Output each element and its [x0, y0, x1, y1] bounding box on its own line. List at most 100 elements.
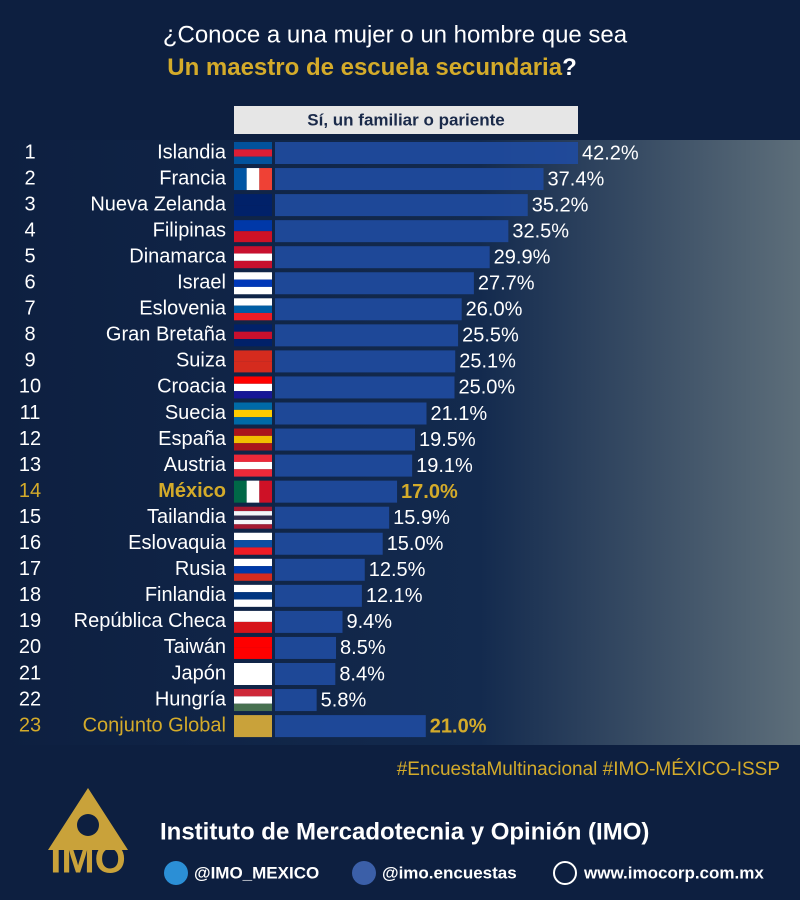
flag-stripe [234, 156, 272, 164]
facebook-handle[interactable]: @imo.encuestas [382, 863, 517, 882]
flag-stripe [234, 428, 272, 436]
value-label: 19.5% [419, 429, 476, 451]
rank: 17 [19, 558, 41, 580]
flag-stripe [234, 592, 272, 600]
value-label: 25.5% [462, 325, 519, 347]
flag-stripe [234, 573, 272, 581]
rank: 13 [19, 454, 41, 476]
flag-stripe [234, 279, 272, 287]
category-label: Hungría [155, 688, 227, 710]
value-label: 35.2% [532, 194, 589, 216]
value-label: 8.5% [340, 637, 386, 659]
rank: 12 [19, 428, 41, 450]
flag-stripe [234, 647, 272, 659]
category-label: México [158, 480, 226, 502]
flag-stripe [246, 480, 260, 503]
flag-stripe [234, 231, 272, 243]
flag-stripe [234, 636, 272, 648]
bar [275, 532, 383, 555]
header-box [234, 106, 578, 134]
web-link[interactable]: www.imocorp.com.mx [583, 863, 764, 882]
bar [275, 610, 343, 633]
value-label: 9.4% [346, 611, 392, 633]
category-label: Eslovenia [139, 298, 227, 320]
bar [275, 168, 544, 191]
twitter-handle[interactable]: @IMO_MEXICO [194, 863, 319, 882]
bar [275, 272, 474, 295]
facebook-icon [352, 861, 376, 885]
flag-stripe [234, 454, 272, 462]
rank: 4 [24, 219, 35, 241]
flag-stripe [234, 376, 272, 384]
value-header: Sí, un familiar o pariente [307, 110, 504, 129]
flag-stripe [234, 674, 272, 685]
bar [275, 454, 413, 477]
web-icon [553, 861, 577, 885]
flag-stripe [234, 703, 272, 712]
flag-stripe [234, 246, 272, 254]
category-label: Nueva Zelanda [90, 193, 227, 215]
twitter-icon [164, 861, 188, 885]
logo-text: IMO [50, 838, 126, 882]
rank: 7 [24, 298, 35, 320]
rank: 11 [20, 402, 41, 424]
flag-stripe [234, 142, 272, 150]
flag-stripe [234, 253, 272, 261]
flag-stripe [234, 524, 272, 529]
value-label: 15.0% [387, 533, 444, 555]
rank: 23 [19, 714, 41, 736]
value-label: 42.2% [582, 142, 639, 164]
bar [275, 246, 490, 269]
flag-stripe [234, 402, 272, 410]
flag-stripe [234, 461, 272, 470]
category-label: Japón [172, 662, 227, 684]
flag-stripe [234, 324, 272, 332]
flag-stripe [259, 480, 272, 503]
value-label: 5.8% [321, 689, 367, 711]
flag-stripe [234, 547, 272, 555]
value-label: 21.0% [430, 715, 487, 737]
rank: 9 [24, 350, 35, 372]
flag-stripe [234, 663, 272, 674]
chart-subtitle: Un maestro de escuela secundaria? [167, 54, 577, 81]
bar [275, 689, 317, 712]
flag-stripe [234, 194, 272, 206]
category-label: Taiwán [164, 636, 226, 658]
category-label: Francia [159, 167, 227, 189]
bar [275, 324, 459, 347]
flag-stripe [234, 480, 247, 503]
rank: 20 [19, 636, 41, 658]
bar [275, 402, 427, 425]
category-label: Dinamarca [129, 245, 227, 267]
category-label: Rusia [175, 558, 227, 580]
flag-stripe [234, 361, 272, 373]
category-label: Eslovaquia [128, 532, 227, 554]
flag-stripe [234, 696, 272, 704]
flag-stripe [234, 272, 272, 280]
value-label: 17.0% [401, 481, 458, 503]
bar [275, 376, 455, 399]
category-label: Islandia [157, 141, 227, 163]
subtitle-text: Un maestro de escuela secundaria [167, 54, 562, 81]
flag-stripe [234, 298, 272, 306]
flag-stripe [234, 286, 272, 295]
rank: 21 [19, 662, 41, 684]
flag-stripe [234, 149, 272, 157]
flag-stripe [234, 511, 272, 516]
rank: 1 [24, 141, 35, 163]
value-label: 25.0% [459, 377, 516, 399]
rank: 18 [19, 584, 41, 606]
flag-stripe [234, 391, 272, 399]
bar [275, 142, 578, 164]
flag-stripe [234, 331, 272, 340]
bar [275, 663, 336, 685]
value-label: 15.9% [393, 507, 450, 529]
rank: 2 [24, 167, 35, 189]
flag-stripe [234, 558, 272, 567]
flag-stripe [234, 610, 272, 622]
flag-stripe [234, 540, 272, 548]
category-label: Filipinas [153, 219, 226, 241]
flag-stripe [234, 519, 272, 525]
subtitle-end: ? [562, 54, 577, 81]
flag-stripe [234, 621, 272, 633]
